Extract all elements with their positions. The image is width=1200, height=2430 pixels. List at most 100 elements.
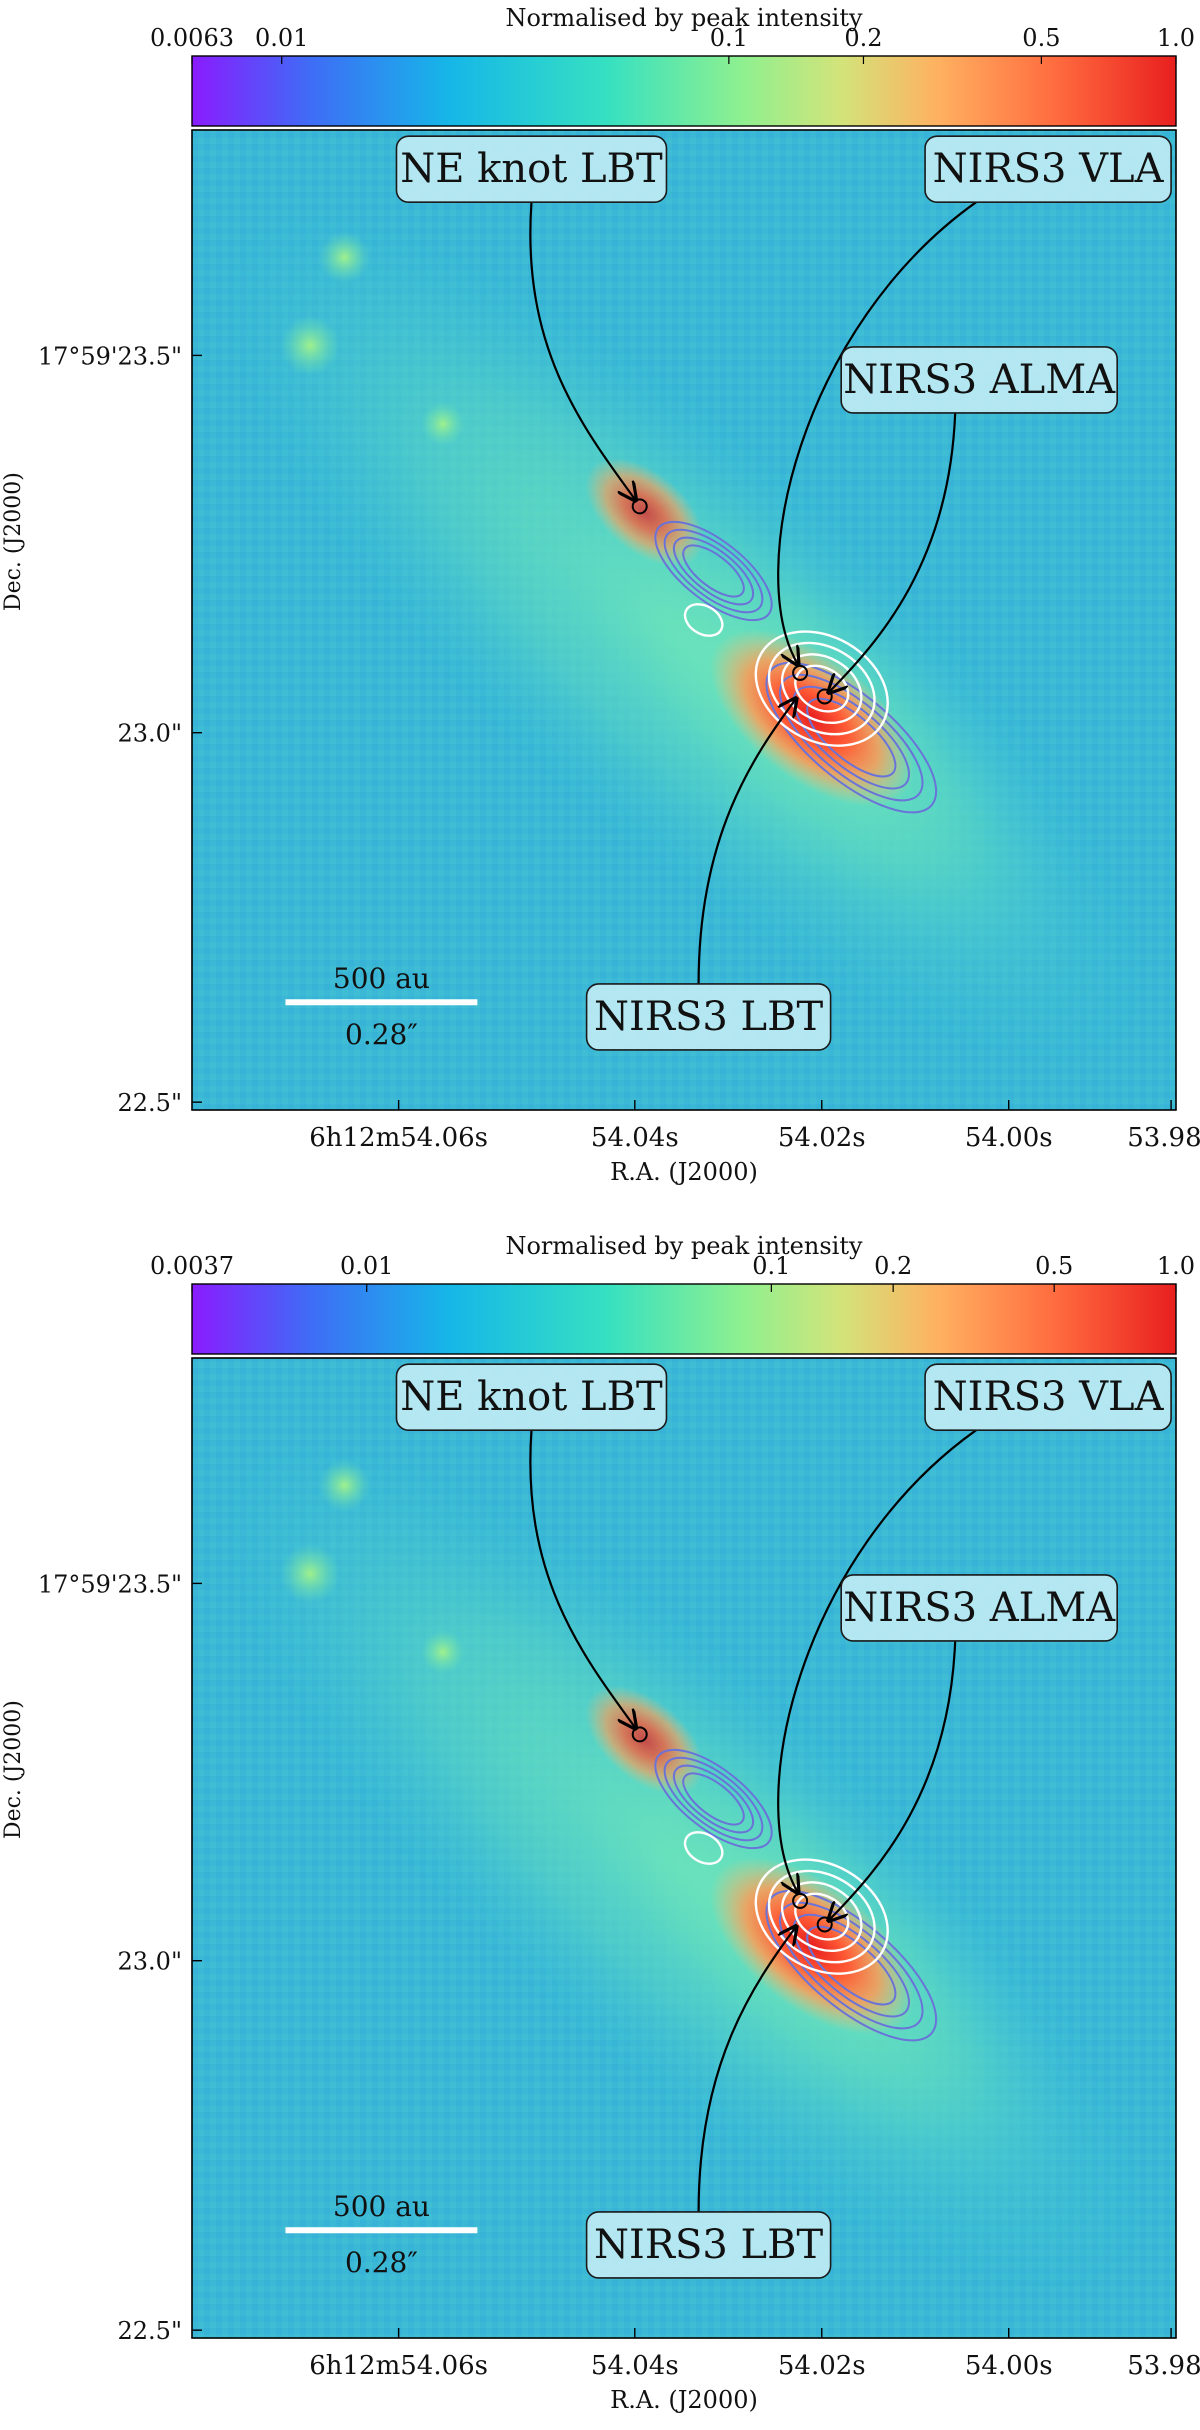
y-tick-label: 17°59'23.5" (38, 1570, 182, 1598)
annotation-text: NIRS3 VLA (933, 146, 1165, 192)
colorbar-tick-label: 1.0 (1157, 1252, 1195, 1280)
annotation-text: NIRS3 VLA (933, 1374, 1165, 1420)
image-frame (191, 1357, 1177, 2339)
source-marker (631, 1726, 648, 1743)
contour (683, 1831, 724, 1865)
emission-knot (318, 231, 371, 284)
contour (682, 1772, 745, 1826)
x-axis-label: R.A. (J2000) (610, 2386, 758, 2414)
annotation-box (585, 983, 832, 1051)
annotation-box (395, 1363, 668, 1431)
annotation-label: NIRS3 ALMA (840, 346, 1119, 414)
colorbar-label: Normalised by peak intensity (505, 4, 863, 32)
contour (654, 520, 773, 622)
contour (683, 603, 724, 637)
y-tick-label: 22.5" (118, 1089, 182, 1117)
colorbar-tick-label: 0.1 (752, 1252, 790, 1280)
contours-white (683, 1831, 889, 1975)
y-tick-label: 23.0" (118, 720, 182, 748)
y-axis-label: Dec. (J2000) (1, 1700, 26, 1839)
annotation-label: NIRS3 LBT (585, 2211, 832, 2279)
y-tick-label: 17°59'23.5" (38, 342, 182, 370)
x-tick-label: 53.98s (1127, 2351, 1200, 2381)
annotation-label: NIRS3 LBT (585, 983, 832, 1051)
colorbar-tick-label: 0.5 (1022, 24, 1060, 52)
arrow-lbt (697, 1926, 797, 2212)
intensity-image: NE knot LBT NIRS3 VLA NIRS3 ALMA NIRS3 LBT 5… (192, 1358, 1176, 2338)
annotation-box (840, 346, 1119, 414)
x-tick-label: 6h12m54.06s (309, 2351, 488, 2381)
x-tick-label: 54.00s (965, 1123, 1053, 1153)
colorbar-tick-label: 0.0037 (150, 1252, 234, 1280)
image-frame (191, 129, 1177, 1111)
contour (767, 641, 876, 736)
x-tick-label: 6h12m54.06s (309, 1123, 488, 1153)
contour (672, 536, 755, 606)
source-marker (816, 688, 833, 705)
contour (754, 1858, 889, 1975)
contour (765, 661, 938, 814)
scalebar-top-label: 500 au (333, 962, 430, 995)
annotation-text: NIRS3 LBT (594, 2222, 823, 2268)
colorbar-tick-label: 0.5 (1035, 1252, 1073, 1280)
annotation-label: NIRS3 ALMA (840, 1574, 1119, 1642)
annotation-box (395, 135, 668, 203)
x-tick-label: 54.02s (778, 1123, 866, 1153)
source-marker (816, 1916, 833, 1933)
y-axis-label: Dec. (J2000) (1, 472, 26, 611)
contour (654, 1748, 773, 1850)
annotation-label: NIRS3 VLA (924, 1363, 1172, 1431)
colorbar-tick-label: 0.1 (710, 24, 748, 52)
x-tick-label: 54.02s (778, 2351, 866, 2381)
annotation-box (924, 135, 1172, 203)
contour (806, 1925, 897, 2006)
annotation-text: NIRS3 ALMA (843, 1585, 1116, 1631)
intensity-image: NE knot LBT NIRS3 VLA NIRS3 ALMA NIRS3 LBT 5… (192, 130, 1176, 1110)
emission-knot (280, 315, 341, 376)
colorbar (191, 1283, 1177, 1355)
annotation-label: NE knot LBT (395, 1363, 668, 1431)
annotation-box (840, 1574, 1119, 1642)
arrow-alma (829, 1640, 957, 1921)
contour (672, 1764, 755, 1834)
y-tick-label: 22.5" (118, 2317, 182, 2345)
annotation-box (924, 1363, 1172, 1431)
emission-knot (420, 1630, 465, 1674)
annotation-text: NE knot LBT (400, 146, 663, 192)
contour (765, 1889, 938, 2042)
annotation-label: NIRS3 VLA (924, 135, 1172, 203)
emission-knot (318, 1459, 371, 1512)
colorbar-tick-label: 0.2 (844, 24, 882, 52)
arrow-alma (829, 412, 957, 693)
arrow-vla (777, 201, 977, 665)
colorbar-tick-label: 1.0 (1157, 24, 1195, 52)
arrow-ne-knot (529, 202, 635, 500)
panel-2: Normalised by peak intensity 0.0037 0.01 0.… (1, 1232, 1200, 2414)
x-tick-label: 53.98s (1127, 1123, 1200, 1153)
annotation-arrows (529, 1429, 977, 2212)
source-marker (631, 498, 648, 515)
y-tick-label: 23.0" (118, 1948, 182, 1976)
scalebar-bottom-label: 0.28″ (345, 2246, 418, 2279)
x-tick-label: 54.04s (591, 2351, 679, 2381)
annotation-text: NIRS3 LBT (594, 994, 823, 1040)
panel-1: Normalised by peak intensity 0.0063 0.01 0.… (1, 4, 1200, 1186)
contour (794, 664, 850, 713)
colorbar-tick-label: 0.01 (255, 24, 308, 52)
colorbar-tick-label: 0.01 (340, 1252, 393, 1280)
contour (754, 630, 889, 747)
annotation-text: NIRS3 ALMA (843, 357, 1116, 403)
contours-blue (654, 1748, 938, 2042)
annotation-box (585, 2211, 832, 2279)
emission-knot (280, 1543, 341, 1604)
x-axis-label: R.A. (J2000) (610, 1158, 758, 1186)
scalebar-bottom-label: 0.28″ (345, 1018, 418, 1051)
emission-knot (420, 402, 465, 446)
colorbar-tick-label: 0.2 (874, 1252, 912, 1280)
annotation-label: NE knot LBT (395, 135, 668, 203)
contour (794, 1892, 850, 1941)
arrow-ne-knot (529, 1430, 635, 1728)
contour (663, 1756, 764, 1842)
contour (682, 544, 745, 598)
